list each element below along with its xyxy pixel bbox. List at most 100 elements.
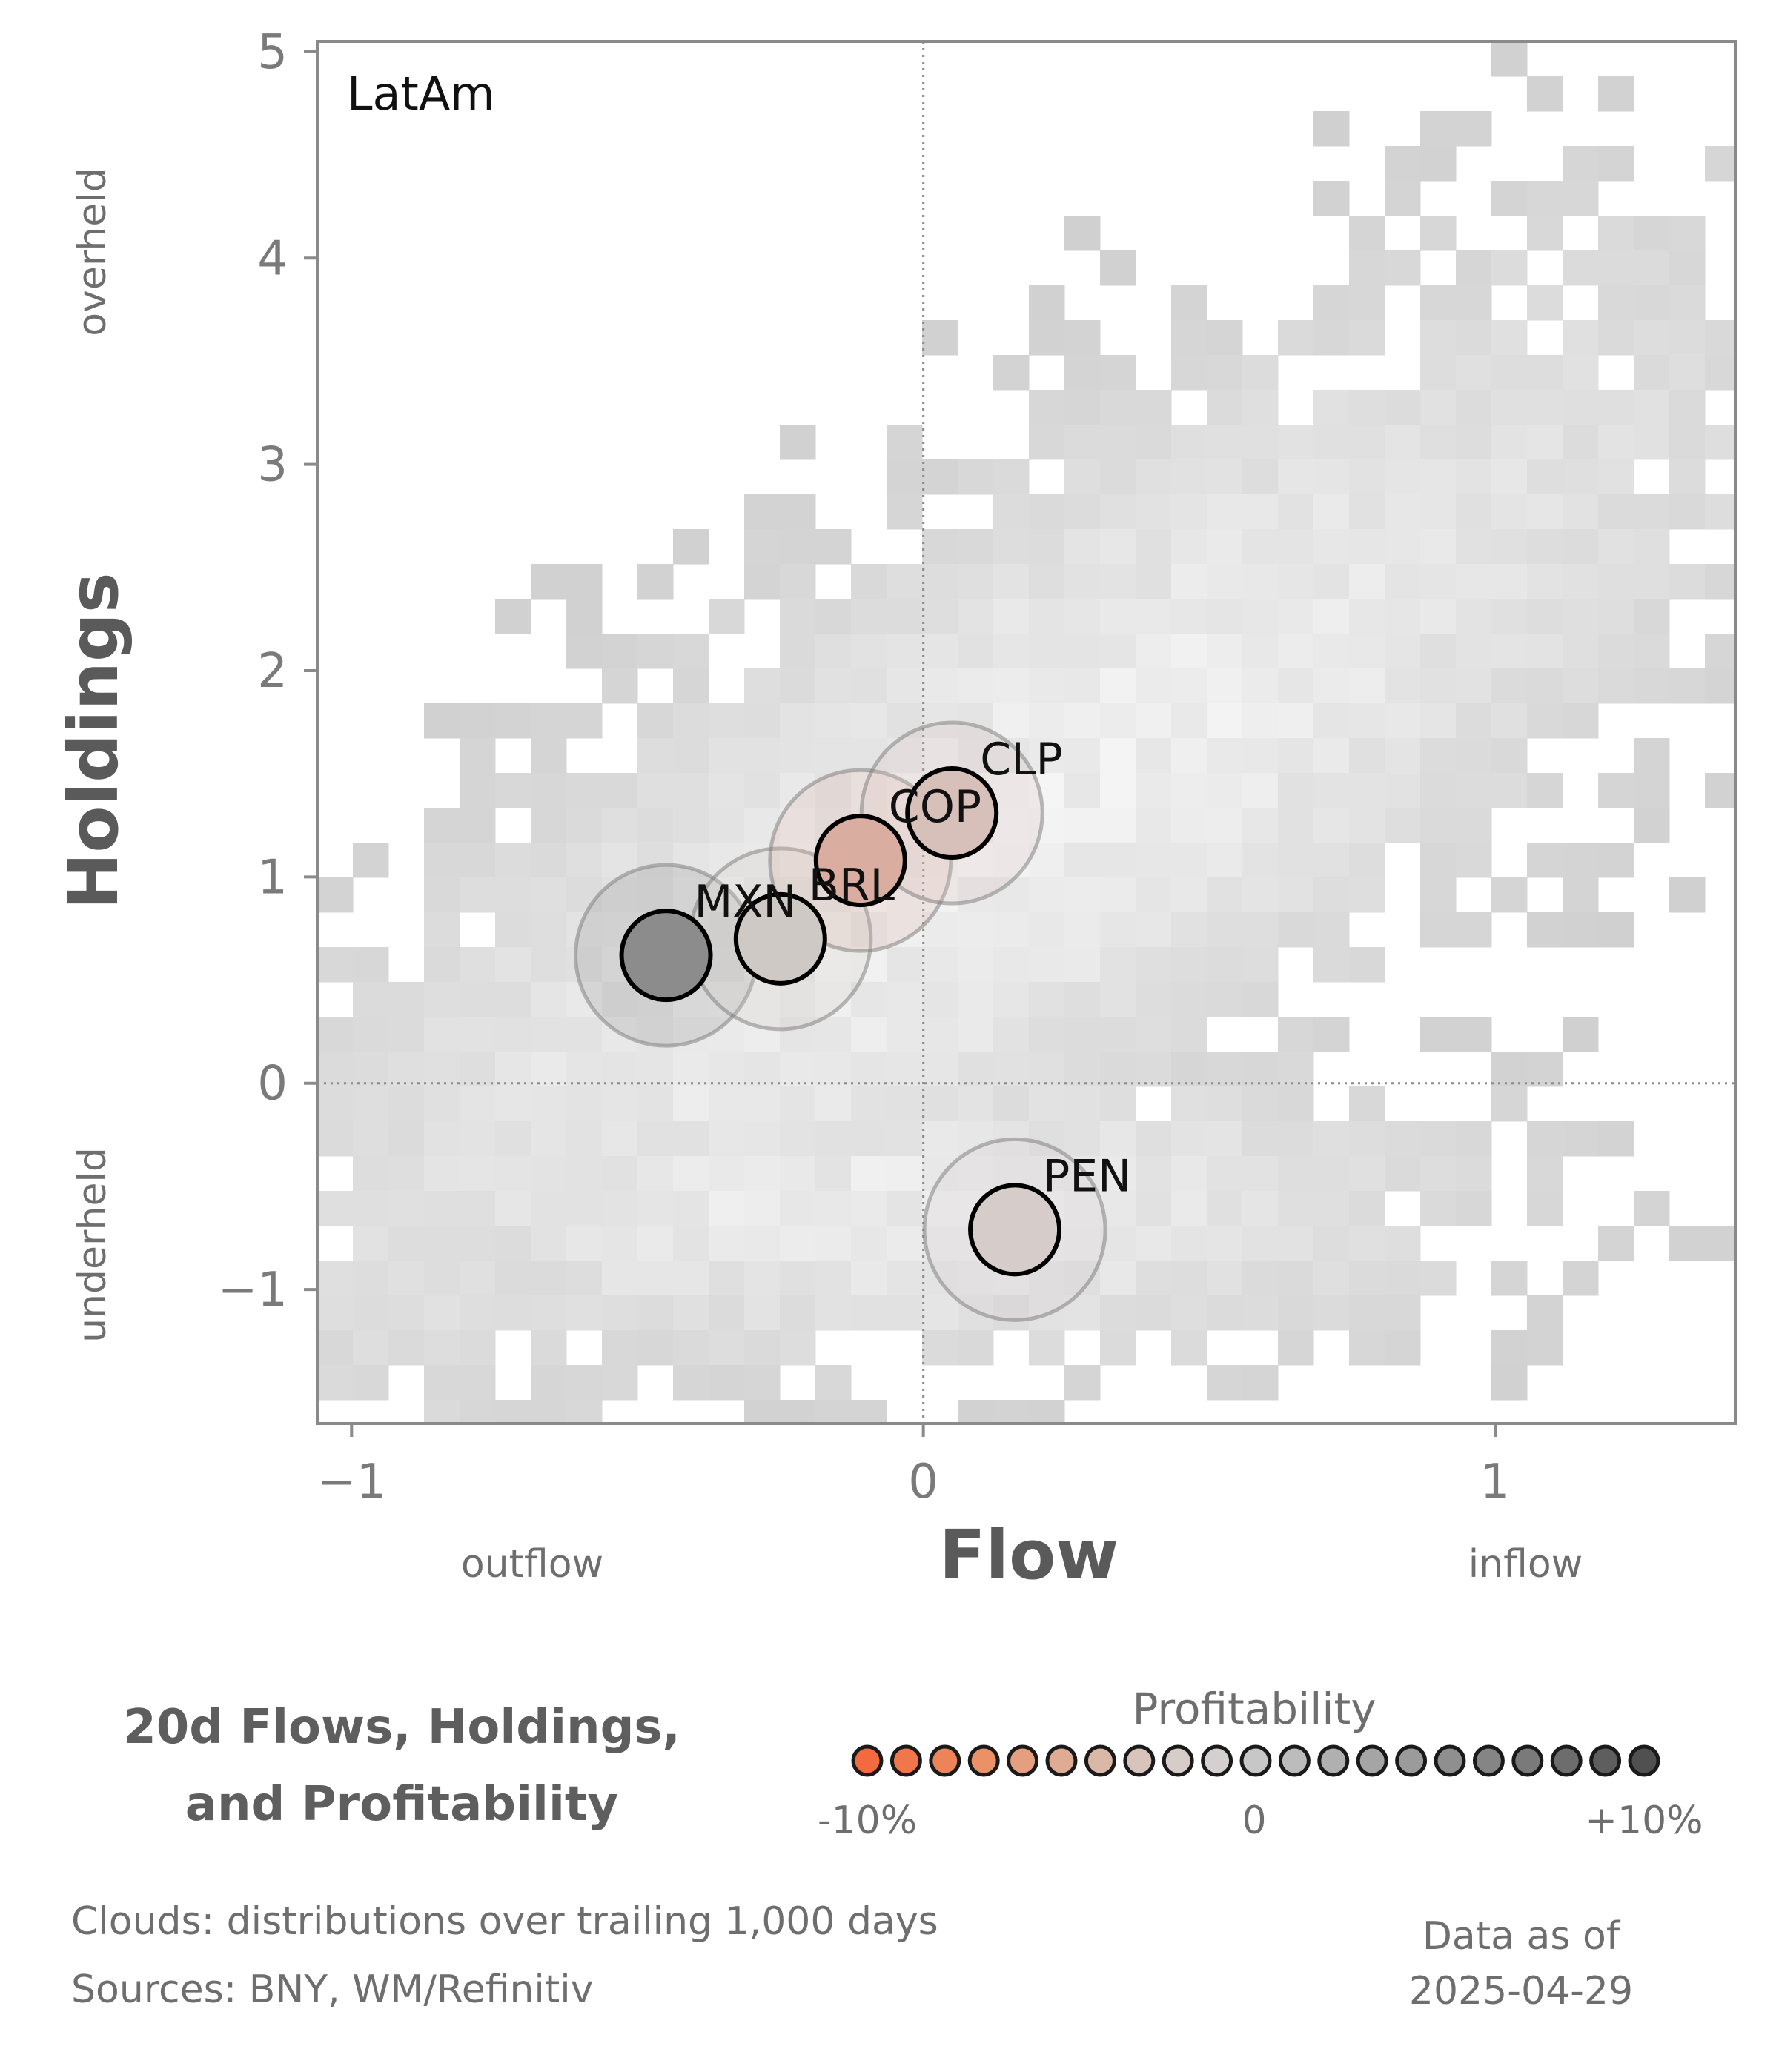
density-cell [887,1156,923,1192]
density-cell [317,1191,354,1226]
density-cell [1029,912,1065,948]
density-cell [922,599,958,634]
density-cell [1278,529,1314,565]
plot-frame [316,40,1737,1425]
density-cell [1456,111,1492,147]
density-cell [1313,634,1350,669]
density-cell [922,459,958,495]
density-cell [1385,390,1421,425]
density-cell [673,1261,709,1296]
density-cell [1100,1121,1136,1157]
density-cell [566,1226,603,1261]
density-cell [815,599,852,634]
density-cell [495,1226,531,1261]
density-cell [495,912,531,948]
density-cell [1207,738,1243,774]
density-cell [1136,459,1172,495]
density-cell [1705,1226,1735,1261]
density-cell [1349,703,1385,739]
colorbar-swatch [1434,1744,1466,1777]
density-cell [958,459,994,495]
density-cell [353,947,389,983]
y-tick-label: 5 [257,25,288,80]
y-tick-label: 0 [257,1057,288,1112]
density-cell [744,1052,781,1087]
density-cell [1420,738,1457,774]
density-cell [1242,494,1279,530]
density-cell [993,843,1030,878]
density-cell [602,1365,638,1401]
density-cell [1242,529,1279,565]
density-cell [531,773,567,808]
density-cell [1669,250,1706,286]
density-cell [673,634,709,669]
density-cell [1491,529,1528,565]
density-cell [673,703,709,739]
density-cell [602,1156,638,1192]
density-cell [1634,738,1670,774]
density-cell [1064,668,1101,704]
density-cell [780,1400,816,1424]
density-cell [1278,1017,1314,1052]
density-cell [744,1400,781,1424]
density-cell [1634,808,1670,843]
density-cell [815,1261,852,1296]
density-cell [1598,529,1634,565]
density-cell [1634,773,1670,808]
density-cell [1207,564,1243,600]
density-cell [1669,459,1706,495]
density-cell [1171,808,1207,843]
density-cell [1064,216,1101,251]
density-cell [1029,982,1065,1017]
density-cell [602,1226,638,1261]
density-cell [495,1156,531,1192]
density-cell [388,1121,425,1157]
density-cell [1278,564,1314,600]
density-cell [1349,250,1385,286]
density-cell [744,1121,781,1157]
density-cell [317,1086,354,1122]
density-cell [1385,529,1421,565]
density-cell [1029,634,1065,669]
density-cell [958,1121,994,1157]
density-cell [1634,250,1670,286]
density-cell [1207,1052,1243,1087]
density-cell [1242,1086,1279,1122]
density-cell [602,1330,638,1366]
density-cell [424,1400,460,1424]
density-cell [1491,459,1528,495]
density-cell [851,703,887,739]
density-cell [1278,1261,1314,1296]
density-cell [602,982,638,1017]
density-cell [1527,773,1563,808]
density-cell [851,1156,887,1192]
density-cell [1598,773,1634,808]
density-cell [1527,1330,1563,1366]
density-cell [1207,425,1243,460]
density-cell [1385,1261,1421,1296]
density-cell [1313,1017,1350,1052]
density-cell [1349,634,1385,669]
colorbar-mid-label: 0 [1242,1799,1266,1843]
density-cell [1563,181,1599,216]
density-cell [993,564,1030,600]
density-cell [1029,668,1065,704]
density-cell [1313,668,1350,704]
density-cell [1207,1121,1243,1157]
density-cell [566,1261,603,1296]
density-cell [1491,1330,1528,1366]
density-cell [1420,634,1457,669]
density-cell [1242,634,1279,669]
point-label-brl: BRL [809,860,895,912]
colorbar-swatch [1356,1744,1388,1777]
density-cell [1278,668,1314,704]
density-cell [780,1226,816,1261]
density-cell [1136,703,1172,739]
density-cell [1349,1330,1385,1366]
density-cell [1100,1295,1136,1331]
density-cell [1527,564,1563,600]
density-cell [958,668,994,704]
density-cell [851,634,887,669]
density-cell [780,982,816,1017]
density-cell [887,982,923,1017]
